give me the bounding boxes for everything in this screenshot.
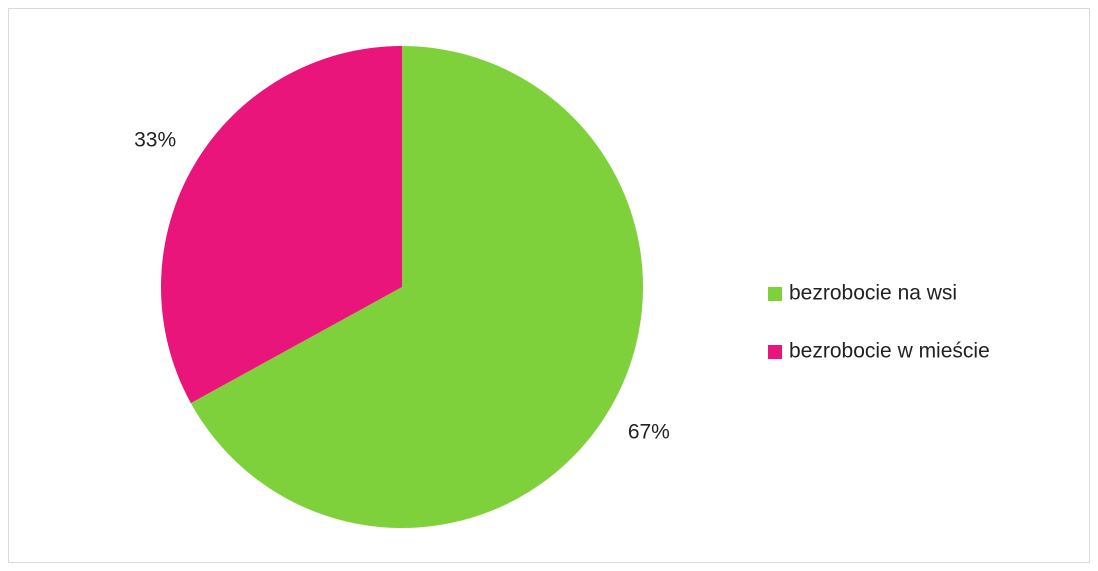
data-label: 33% [134,129,176,152]
legend-label: bezrobocie w mieście [789,340,990,363]
legend-label: bezrobocie na wsi [789,282,957,305]
legend-swatch [768,287,782,301]
pie-slice [160,46,402,404]
pie-slice [190,46,644,528]
legend-swatch [768,345,782,359]
data-label: 67% [628,421,670,444]
